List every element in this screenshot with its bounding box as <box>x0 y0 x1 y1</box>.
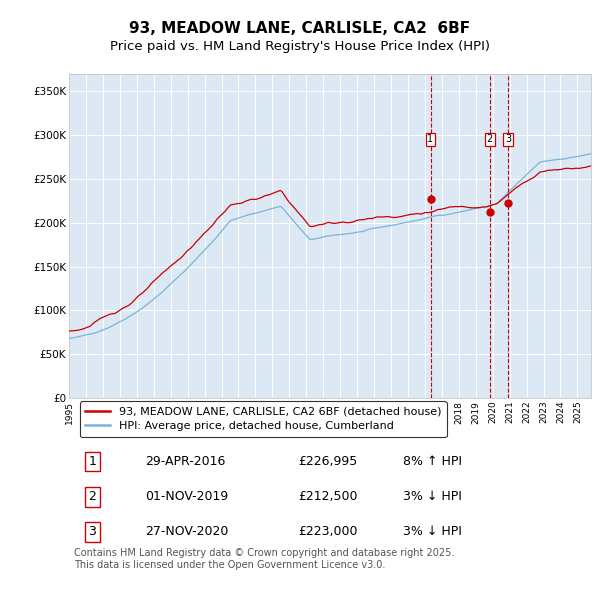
Text: Price paid vs. HM Land Registry's House Price Index (HPI): Price paid vs. HM Land Registry's House … <box>110 40 490 53</box>
Text: 2: 2 <box>89 490 97 503</box>
Text: 01-NOV-2019: 01-NOV-2019 <box>145 490 228 503</box>
Text: 3: 3 <box>505 135 511 145</box>
Text: £212,500: £212,500 <box>299 490 358 503</box>
Text: Contains HM Land Registry data © Crown copyright and database right 2025.
This d: Contains HM Land Registry data © Crown c… <box>74 548 455 570</box>
Text: 93, MEADOW LANE, CARLISLE, CA2  6BF: 93, MEADOW LANE, CARLISLE, CA2 6BF <box>130 21 470 35</box>
Text: £226,995: £226,995 <box>299 455 358 468</box>
Text: £223,000: £223,000 <box>299 526 358 539</box>
Text: 3% ↓ HPI: 3% ↓ HPI <box>403 490 462 503</box>
Text: 27-NOV-2020: 27-NOV-2020 <box>145 526 228 539</box>
Text: 2: 2 <box>487 135 493 145</box>
Text: 8% ↑ HPI: 8% ↑ HPI <box>403 455 462 468</box>
Text: 1: 1 <box>427 135 434 145</box>
Text: 29-APR-2016: 29-APR-2016 <box>145 455 225 468</box>
Text: 3: 3 <box>89 526 97 539</box>
Text: 1: 1 <box>89 455 97 468</box>
Legend: 93, MEADOW LANE, CARLISLE, CA2 6BF (detached house), HPI: Average price, detache: 93, MEADOW LANE, CARLISLE, CA2 6BF (deta… <box>80 401 447 437</box>
Text: 3% ↓ HPI: 3% ↓ HPI <box>403 526 462 539</box>
